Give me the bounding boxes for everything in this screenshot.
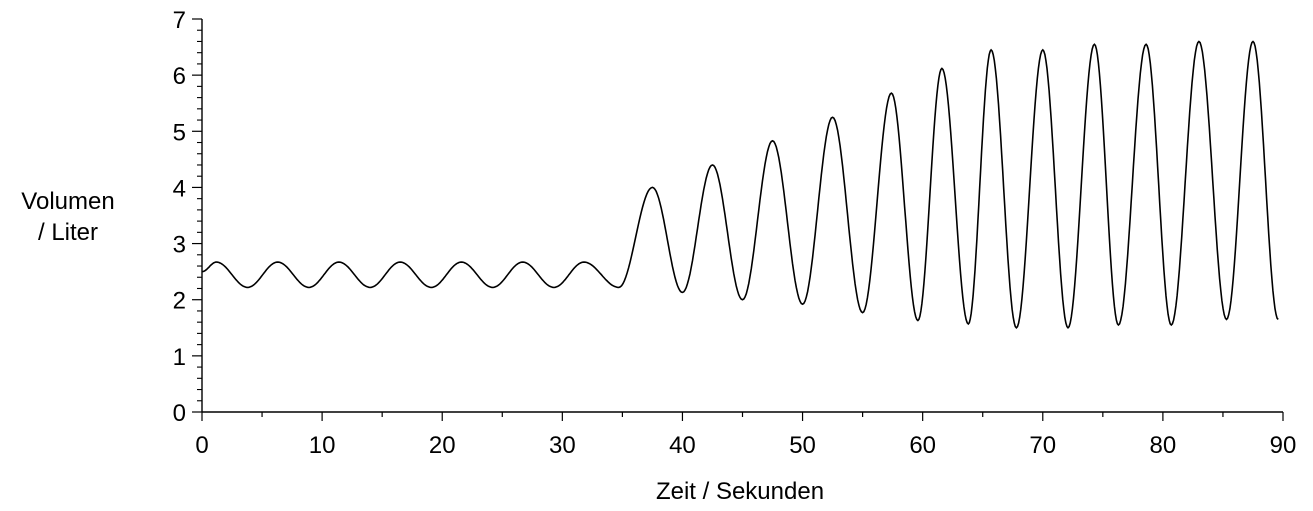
x-tick-label: 70 (1029, 432, 1056, 459)
y-tick-label: 0 (173, 400, 186, 427)
y-tick-label: 3 (173, 232, 186, 259)
y-tick-label: 7 (173, 7, 186, 34)
tick-labels: 0 10 20 30 40 50 60 70 80 90 0 1 2 3 4 5 6 7 (173, 7, 1297, 459)
y-tick-label: 5 (173, 119, 186, 146)
x-tick-label: 80 (1150, 432, 1177, 459)
y-axis-label-line2: / Liter (37, 219, 99, 246)
x-tick-label: 60 (909, 432, 936, 459)
volume-series-line (202, 40, 1279, 330)
ticks (192, 18, 1284, 421)
x-axis-label: Zeit / Sekunden (655, 478, 825, 505)
x-tick-label: 90 (1270, 432, 1297, 459)
y-tick-label: 4 (173, 175, 186, 202)
y-tick-label: 2 (173, 288, 186, 315)
x-tick-label: 0 (195, 432, 208, 459)
x-tick-label: 50 (789, 432, 816, 459)
x-tick-label: 20 (429, 432, 456, 459)
y-tick-label: 1 (173, 344, 186, 371)
y-tick-label: 6 (173, 63, 186, 90)
x-tick-label: 30 (549, 432, 576, 459)
x-tick-label: 40 (669, 432, 696, 459)
y-axis-label-line1: Volumen (21, 188, 115, 215)
x-tick-label: 10 (309, 432, 336, 459)
y-axis-label: Volumen / Liter (0, 186, 136, 248)
axes (201, 19, 1283, 413)
